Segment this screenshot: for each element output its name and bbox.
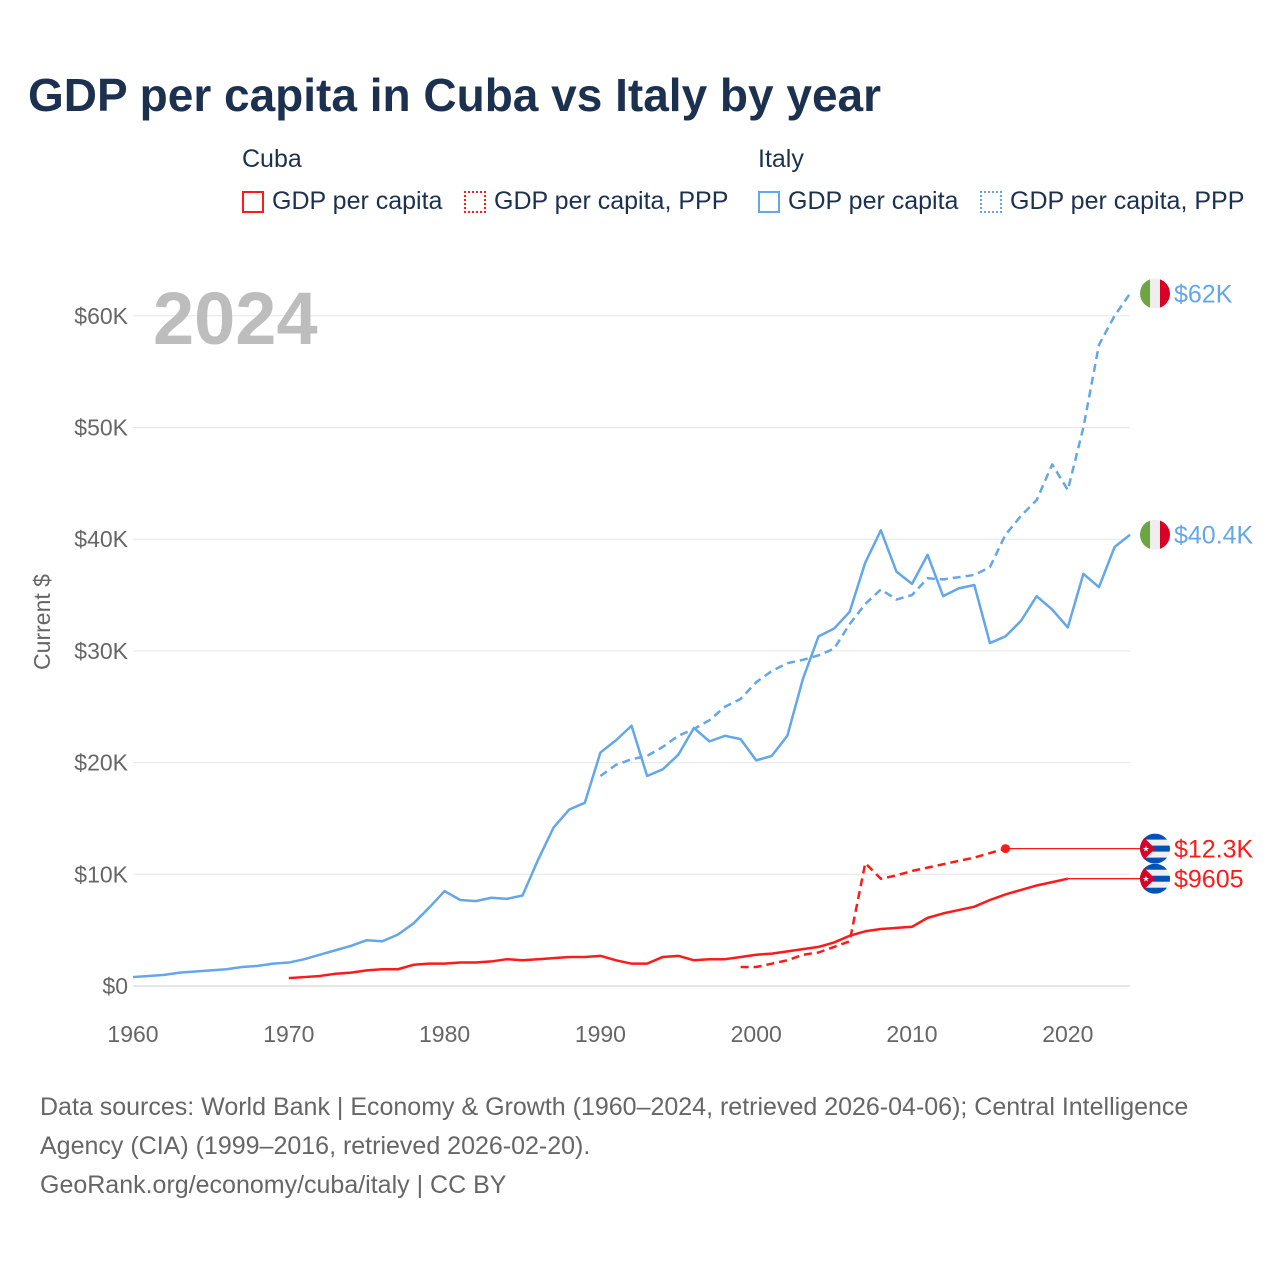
legend-cuba-ppp[interactable]: GDP per capita, PPP	[464, 187, 728, 216]
legend-swatch	[758, 190, 780, 213]
y-tick-label: $20K	[74, 750, 128, 776]
credit-link[interactable]: GeoRank.org/economy/cuba/italy | CC BY	[40, 1171, 507, 1199]
legend-swatch	[980, 190, 1002, 213]
y-tick-label: $40K	[74, 526, 128, 552]
legend-cuba-gdp[interactable]: GDP per capita	[242, 187, 442, 216]
series-line-cuba-gdp-per-capita-ppp	[740, 847, 1006, 969]
legend-italy-gdp[interactable]: GDP per capita	[758, 187, 958, 216]
svg-text:★: ★	[1142, 845, 1149, 854]
end-point	[1000, 844, 1010, 854]
x-tick-label: 2000	[731, 1021, 782, 1047]
x-tick-label: 1980	[419, 1021, 470, 1047]
series-line-italy-gdp-per-capita-ppp	[599, 292, 1132, 778]
data-sources: Data sources: World Bank | Economy & Gro…	[40, 1093, 1189, 1160]
legend-italy-ppp[interactable]: GDP per capita, PPP	[980, 187, 1244, 216]
x-tick-label: 1970	[263, 1021, 314, 1047]
series-line-italy-gdp-per-capita	[132, 529, 1131, 979]
cuba-flag-icon: ★	[1140, 863, 1170, 894]
x-tick-label: 2020	[1042, 1021, 1093, 1047]
series-line-cuba-gdp-per-capita	[288, 877, 1069, 980]
end-value-label: $62K	[1174, 280, 1233, 308]
y-tick-label: $10K	[74, 861, 128, 887]
legend-swatch	[242, 190, 264, 213]
legend-label: GDP per capita	[788, 187, 959, 215]
italy-flag-icon	[1140, 519, 1170, 550]
end-value-label: $9605	[1174, 866, 1244, 894]
legend-label: GDP per capita, PPP	[1010, 187, 1245, 215]
end-value-label: $12.3K	[1174, 836, 1254, 864]
footer: Data sources: World Bank | Economy & Gro…	[40, 1088, 1250, 1205]
svg-text:★: ★	[1142, 875, 1149, 884]
y-tick-label: $60K	[74, 303, 128, 329]
legend-group-italy: Italy	[758, 145, 804, 173]
y-axis-label: Current $	[29, 574, 55, 670]
cuba-flag-icon: ★	[1140, 833, 1170, 864]
y-tick-label: $30K	[74, 638, 128, 664]
chart-title: GDP per capita in Cuba vs Italy by year	[28, 69, 882, 121]
x-tick-label: 2010	[886, 1021, 937, 1047]
italy-flag-icon	[1140, 278, 1170, 309]
legend-swatch	[464, 190, 486, 213]
x-tick-label: 1990	[575, 1021, 626, 1047]
legend-label: GDP per capita	[272, 187, 443, 215]
x-tick-label: 1960	[107, 1021, 158, 1047]
year-badge: 2024	[153, 277, 318, 360]
legend-label: GDP per capita, PPP	[494, 187, 729, 215]
end-value-label: $40.4K	[1174, 522, 1254, 550]
legend-group-cuba: Cuba	[242, 145, 302, 173]
y-tick-label: $0	[102, 973, 128, 999]
y-tick-label: $50K	[74, 415, 128, 441]
